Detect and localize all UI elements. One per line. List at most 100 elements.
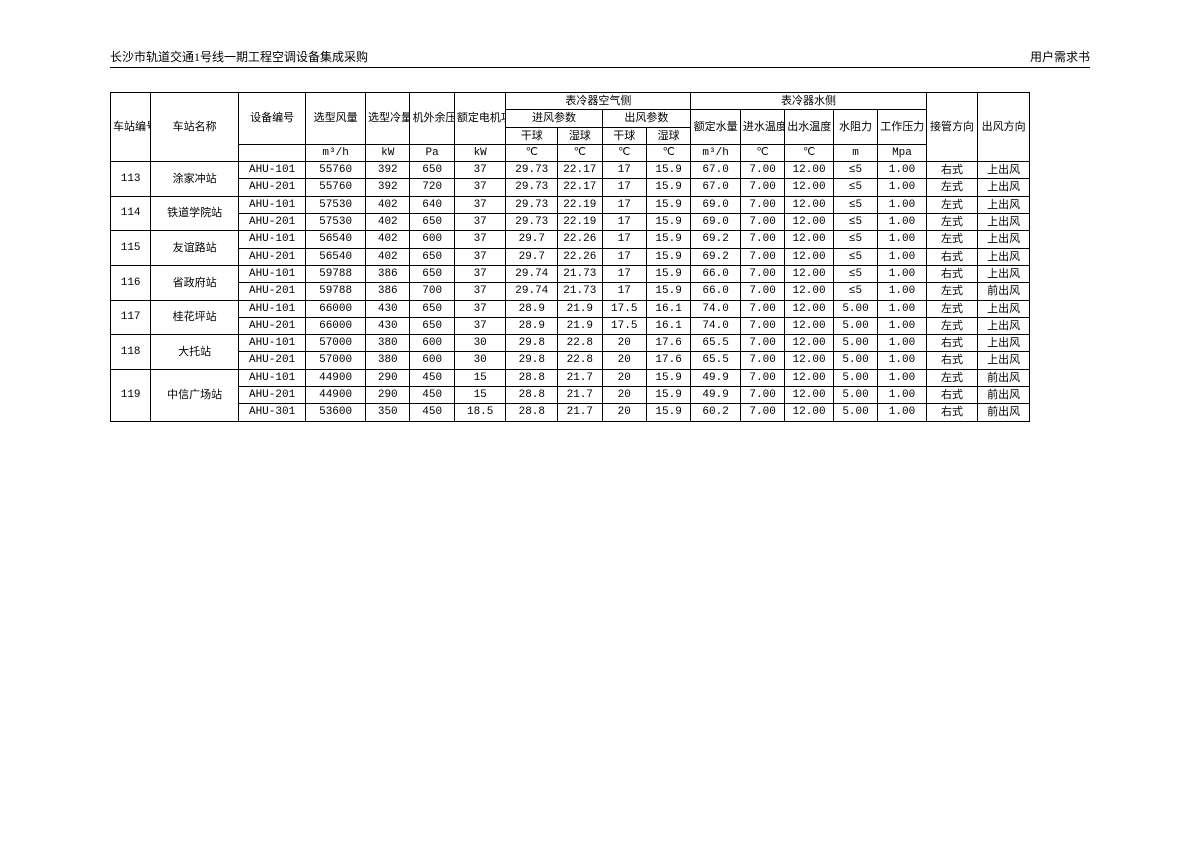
cell-ext-press: 650 (410, 162, 454, 179)
cell-pipe-dir: 右式 (926, 352, 978, 369)
cell-in-dry: 28.9 (506, 300, 558, 317)
table-row: AHU-201557603927203729.7322.171715.967.0… (111, 179, 1090, 196)
cell-work-press: 1.00 (878, 162, 927, 179)
cell-pipe-dir: 右式 (926, 162, 978, 179)
col-pipe-dir: 接管方向 (926, 93, 978, 162)
cell-out-dry: 17 (602, 265, 646, 282)
cell-in-wet: 22.17 (558, 179, 602, 196)
table-row: AHU-3015360035045018.528.821.72015.960.2… (111, 404, 1090, 421)
cell-airflow: 59788 (306, 265, 366, 282)
cell-in-wet: 22.26 (558, 231, 602, 248)
cell-rated-water: 69.2 (691, 248, 741, 265)
cell-in-dry: 29.8 (506, 352, 558, 369)
cell-in-dry: 29.73 (506, 162, 558, 179)
col-airflow: 选型风量 (306, 93, 366, 145)
cell-in-dry: 28.8 (506, 387, 558, 404)
cell-out-wet: 15.9 (646, 404, 690, 421)
header-left: 长沙市轨道交通1号线一期工程空调设备集成采购 (110, 48, 368, 65)
cell-water-res: 5.00 (833, 404, 877, 421)
col-ext-press: 机外余压 (410, 93, 454, 145)
cell-ext-press: 650 (410, 248, 454, 265)
table-row: 113涂家冲站AHU-101557603926503729.7322.17171… (111, 162, 1090, 179)
unit-temp: ℃ (602, 144, 646, 161)
cell-out-dir: 上出风 (978, 352, 1030, 369)
table-row: AHU-201565404026503729.722.261715.969.27… (111, 248, 1090, 265)
cell-station-name: 省政府站 (151, 265, 239, 300)
cell-out-dir: 前出风 (978, 369, 1030, 386)
cell-cooling: 380 (366, 335, 410, 352)
cell-out-wet: 15.9 (646, 231, 690, 248)
cell-rated-power: 37 (454, 317, 506, 334)
cell-out-dir: 上出风 (978, 231, 1030, 248)
cell-rated-power: 37 (454, 179, 506, 196)
cell-cooling: 402 (366, 214, 410, 231)
cell-equip-no: AHU-201 (239, 283, 306, 300)
cell-out-dry: 17 (602, 214, 646, 231)
cell-pipe-dir: 右式 (926, 248, 978, 265)
cell-in-wet: 22.26 (558, 248, 602, 265)
col-water-side: 表冷器水侧 (691, 93, 926, 110)
cell-cooling: 386 (366, 283, 410, 300)
cell-rated-power: 37 (454, 214, 506, 231)
cell-in-temp: 7.00 (740, 317, 784, 334)
cell-cooling: 290 (366, 387, 410, 404)
cell-rated-power: 30 (454, 335, 506, 352)
cell-out-dry: 20 (602, 369, 646, 386)
cell-in-wet: 21.9 (558, 317, 602, 334)
col-water-res: 水阻力 (833, 110, 877, 145)
cell-pipe-dir: 左式 (926, 214, 978, 231)
cell-rated-power: 15 (454, 387, 506, 404)
cell-out-dry: 17 (602, 231, 646, 248)
cell-airflow: 57000 (306, 335, 366, 352)
cell-equip-no: AHU-101 (239, 369, 306, 386)
cell-cooling: 350 (366, 404, 410, 421)
table-row: AHU-201660004306503728.921.917.516.174.0… (111, 317, 1090, 334)
cell-out-temp: 12.00 (785, 214, 834, 231)
cell-pipe-dir: 右式 (926, 404, 978, 421)
table-row: AHU-201575304026503729.7322.191715.969.0… (111, 214, 1090, 231)
cell-in-dry: 29.73 (506, 179, 558, 196)
cell-in-temp: 7.00 (740, 248, 784, 265)
cell-out-dir: 上出风 (978, 179, 1030, 196)
cell-cooling: 392 (366, 162, 410, 179)
unit-ext-press: Pa (410, 144, 454, 161)
cell-station-no: 117 (111, 300, 151, 335)
cell-in-wet: 21.73 (558, 265, 602, 282)
cell-work-press: 1.00 (878, 335, 927, 352)
col-in-wet: 湿球 (558, 127, 602, 144)
cell-equip-no: AHU-201 (239, 179, 306, 196)
cell-airflow: 56540 (306, 248, 366, 265)
cell-cooling: 380 (366, 352, 410, 369)
cell-airflow: 57530 (306, 196, 366, 213)
table-row: AHU-201449002904501528.821.72015.949.97.… (111, 387, 1090, 404)
cell-out-dir: 上出风 (978, 196, 1030, 213)
cell-in-temp: 7.00 (740, 387, 784, 404)
cell-pipe-dir: 右式 (926, 335, 978, 352)
col-out-dir: 出风方向 (978, 93, 1030, 162)
cell-rated-water: 67.0 (691, 162, 741, 179)
cell-work-press: 1.00 (878, 369, 927, 386)
cell-out-wet: 15.9 (646, 162, 690, 179)
cell-in-temp: 7.00 (740, 404, 784, 421)
cell-work-press: 1.00 (878, 248, 927, 265)
cell-out-wet: 15.9 (646, 369, 690, 386)
cell-equip-no: AHU-101 (239, 300, 306, 317)
cell-in-temp: 7.00 (740, 196, 784, 213)
cell-out-temp: 12.00 (785, 162, 834, 179)
cell-out-dir: 上出风 (978, 265, 1030, 282)
cell-in-wet: 21.7 (558, 404, 602, 421)
cell-out-wet: 15.9 (646, 387, 690, 404)
cell-out-wet: 17.6 (646, 335, 690, 352)
cell-ext-press: 650 (410, 300, 454, 317)
table-row: AHU-201570003806003029.822.82017.665.57.… (111, 352, 1090, 369)
cell-out-dir: 上出风 (978, 335, 1030, 352)
cell-in-temp: 7.00 (740, 162, 784, 179)
cell-in-temp: 7.00 (740, 335, 784, 352)
cell-cooling: 402 (366, 248, 410, 265)
cell-station-no: 115 (111, 231, 151, 266)
cell-work-press: 1.00 (878, 352, 927, 369)
cell-out-dry: 17 (602, 283, 646, 300)
cell-station-no: 118 (111, 335, 151, 370)
cell-water-res: 5.00 (833, 300, 877, 317)
cell-pipe-dir: 左式 (926, 300, 978, 317)
